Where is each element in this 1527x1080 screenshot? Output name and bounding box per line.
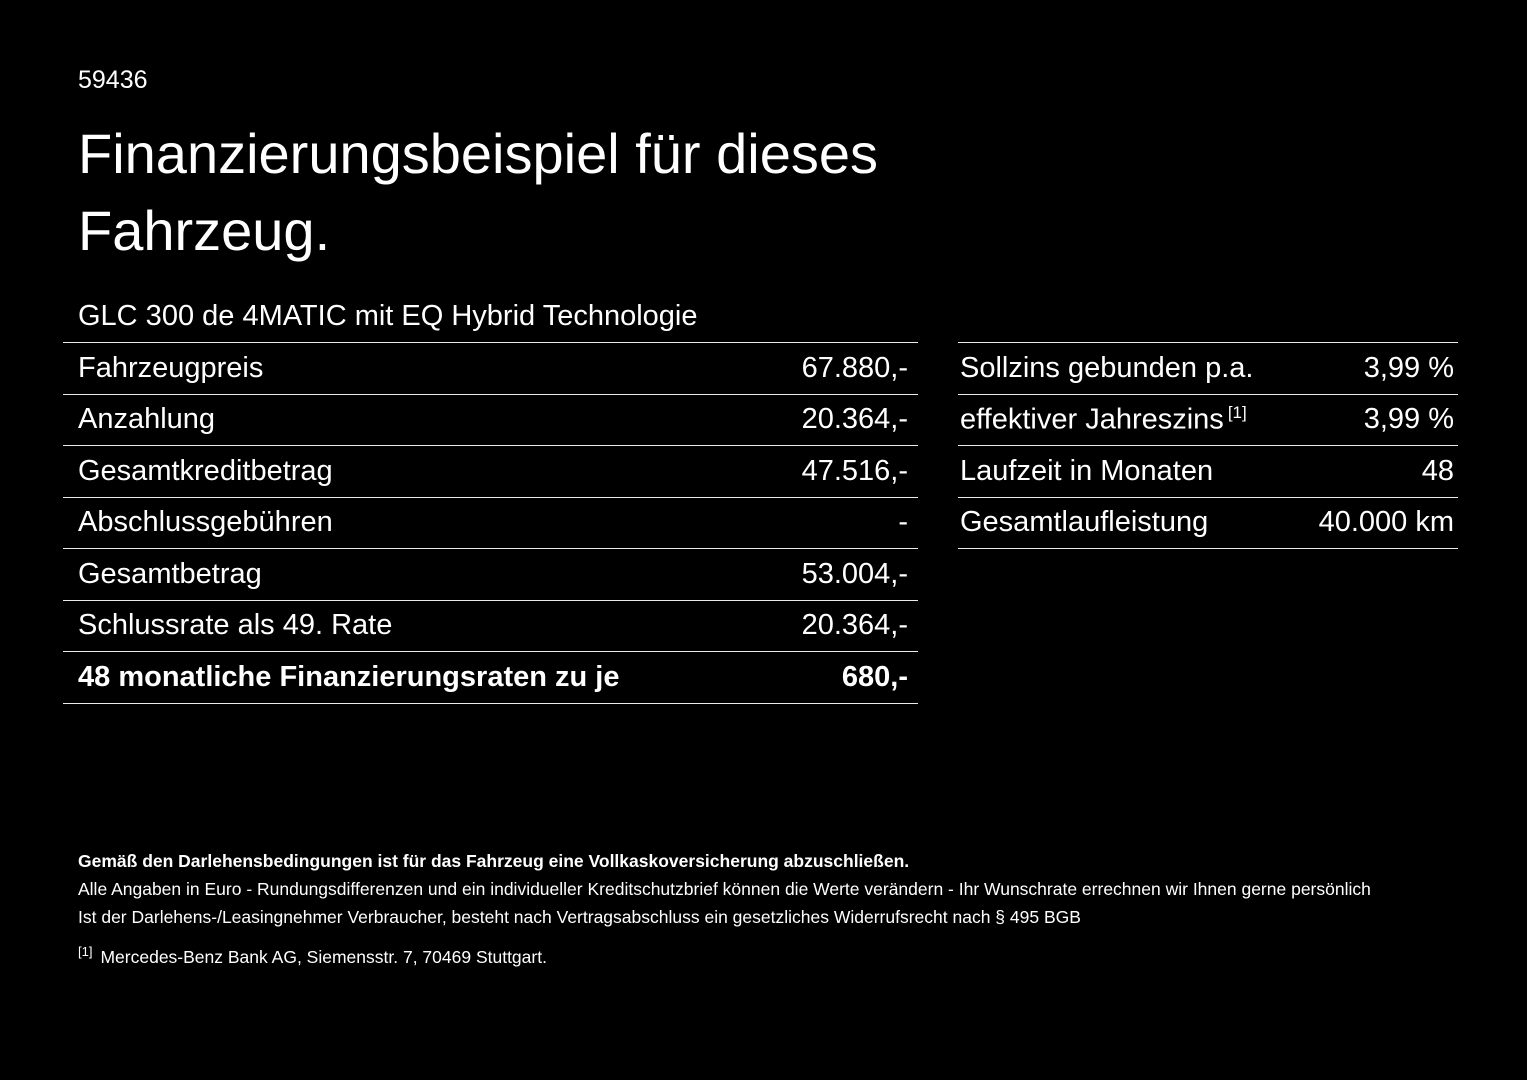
withdrawal-note: Ist der Darlehens-/Leasingnehmer Verbrau… (78, 907, 1081, 927)
table-row-total-credit: Gesamtkreditbetrag 47.516,- (63, 445, 918, 497)
row-value: 48 (1421, 454, 1454, 487)
table-row-total-amount: Gesamtbetrag 53.004,- (63, 548, 918, 600)
row-label: Gesamtlaufleistung (960, 506, 1209, 539)
row-value: 67.880,- (801, 351, 908, 384)
row-label: Schlussrate als 49. Rate (78, 609, 393, 642)
row-label: Fahrzeugpreis (78, 351, 264, 384)
page-title: Finanzierungsbeispiel für dieses Fahrzeu… (78, 116, 878, 269)
table-row-term-months: Laufzeit in Monaten 48 (958, 445, 1458, 497)
row-value: 3,99 % (1363, 351, 1454, 384)
footnote: [1] Mercedes-Benz Bank AG, Siemensstr. 7,… (78, 944, 547, 968)
table-row-vehicle-price: Fahrzeugpreis 67.880,- (63, 342, 918, 394)
row-label: Gesamtbetrag (78, 557, 262, 590)
footnote-text: Mercedes-Benz Bank AG, Siemensstr. 7, 70… (100, 946, 547, 967)
row-value: 47.516,- (801, 454, 908, 487)
table-row-total-mileage: Gesamtlaufleistung 40.000 km (958, 496, 1458, 549)
row-label: Gesamtkreditbetrag (78, 454, 333, 487)
row-label: Sollzins gebunden p.a. (960, 351, 1254, 384)
page-title-line-1: Finanzierungsbeispiel für dieses (78, 122, 878, 185)
row-value: 40.000 km (1318, 506, 1454, 539)
financing-table-right: Sollzins gebunden p.a. 3,99 % effektiver… (958, 342, 1458, 549)
row-label: effektiver Jahreszins [1] (960, 402, 1247, 436)
footnote-reference: [1] (1227, 402, 1247, 422)
financing-table-left: Fahrzeugpreis 67.880,- Anzahlung 20.364,… (63, 342, 918, 704)
disclaimer-note: Alle Angaben in Euro - Rundungsdifferenz… (78, 879, 1371, 899)
table-row-effective-interest: effektiver Jahreszins [1] 3,99 % (958, 393, 1458, 446)
row-label: Laufzeit in Monaten (960, 454, 1214, 487)
row-value: 20.364,- (801, 609, 908, 642)
row-value: 680,- (841, 660, 908, 693)
row-label: 48 monatliche Finanzierungsraten zu je (78, 660, 620, 693)
insurance-note: Gemäß den Darlehensbedingungen ist für d… (78, 851, 910, 871)
row-label: Anzahlung (78, 403, 216, 436)
table-row-final-rate: Schlussrate als 49. Rate 20.364,- (63, 599, 918, 652)
table-row-monthly-rate: 48 monatliche Finanzierungsraten zu je 6… (63, 651, 918, 703)
row-label: Abschlussgebühren (78, 506, 333, 539)
table-row-closing-fees: Abschlussgebühren - (63, 496, 918, 549)
table-row-nominal-interest: Sollzins gebunden p.a. 3,99 % (958, 342, 1458, 394)
vehicle-model: GLC 300 de 4MATIC mit EQ Hybrid Technolo… (78, 300, 698, 332)
footnote-marker: [1] (78, 944, 93, 959)
row-value: - (898, 506, 908, 539)
page-title-line-2: Fahrzeug. (78, 198, 331, 262)
row-value: 53.004,- (801, 557, 908, 590)
row-value: 3,99 % (1363, 403, 1454, 436)
table-row-down-payment: Anzahlung 20.364,- (63, 393, 918, 446)
row-value: 20.364,- (801, 403, 908, 436)
document-number: 59436 (78, 66, 148, 94)
